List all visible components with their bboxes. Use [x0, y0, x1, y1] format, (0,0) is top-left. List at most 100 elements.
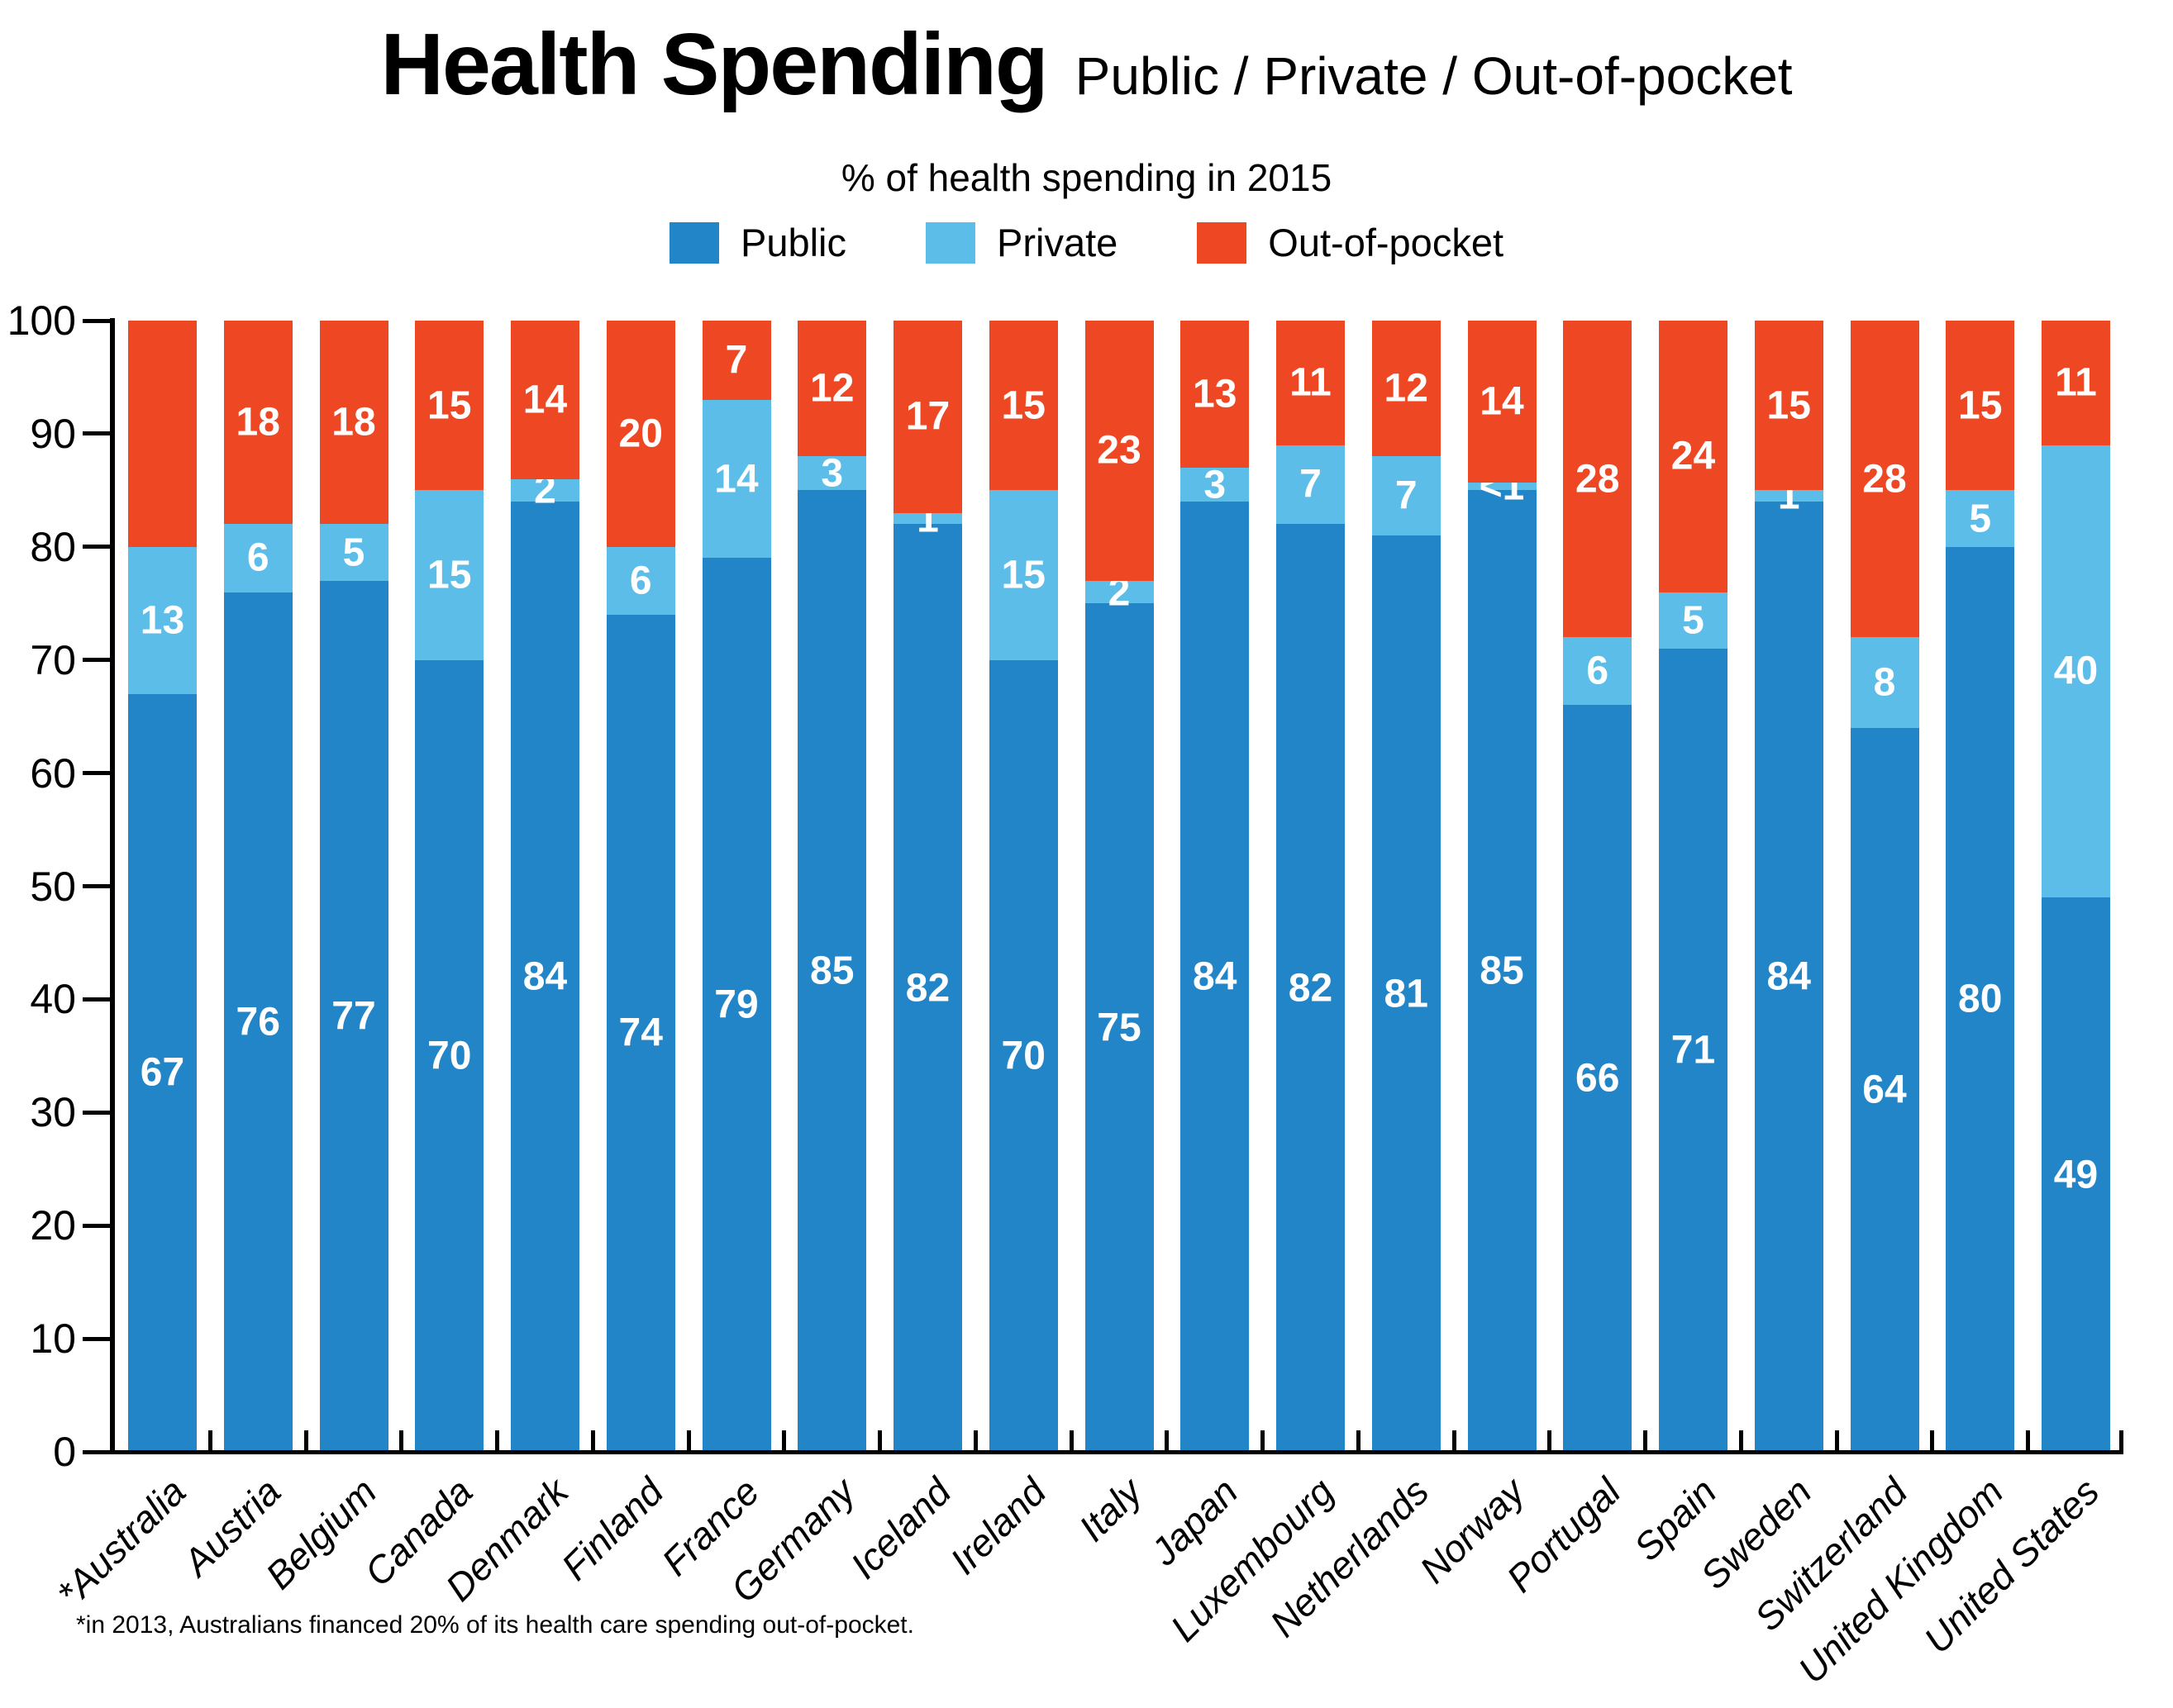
bar-value-label: 11 — [1289, 360, 1332, 405]
bar-segment-out-of-pocket: 18 — [223, 321, 293, 525]
bar-segment-out-of-pocket: 13 — [1180, 321, 1250, 468]
y-axis-tick-label: 0 — [53, 1429, 76, 1475]
bar-value-label: 28 — [1862, 457, 1907, 502]
x-axis-tick — [1643, 1430, 1647, 1452]
bar-segment-private: <1 — [1467, 464, 1537, 508]
bar-value-label: 84 — [1193, 954, 1237, 999]
bar-value-label: 15 — [1001, 553, 1046, 597]
bar-segment-out-of-pocket: 18 — [319, 321, 388, 525]
bar-segment-out-of-pocket: 12 — [1371, 321, 1441, 457]
x-axis-tick — [1930, 1430, 1935, 1452]
bar-value-label: 66 — [1575, 1056, 1620, 1101]
y-axis-tick-label: 30 — [30, 1089, 76, 1136]
y-axis-tick-label: 70 — [30, 636, 76, 683]
bar-value-label: 28 — [1575, 457, 1620, 502]
bar-segment-public: 74 — [606, 614, 675, 1452]
y-axis-tick — [83, 431, 111, 436]
bar-segment-public: 77 — [319, 580, 388, 1452]
x-axis-tick — [1069, 1430, 1074, 1452]
y-axis-tick — [83, 771, 111, 776]
bar-segment-public: 67 — [128, 693, 197, 1452]
chart-inline-subtitle: Public / Private / Out-of-pocket — [1075, 46, 1793, 106]
bar-segment-private: 1 — [894, 497, 962, 540]
bar-value-label: 85 — [1480, 949, 1524, 993]
bar-value-label: 75 — [1097, 1006, 1141, 1050]
bar-value-label: 5 — [1969, 497, 1992, 541]
bar-value-label: 15 — [1958, 383, 2003, 428]
x-axis-tick — [782, 1430, 787, 1452]
bar-value-label: 77 — [331, 994, 376, 1039]
bar-segment-public: 81 — [1371, 535, 1441, 1452]
bar-segment-out-of-pocket: 11 — [1276, 321, 1345, 445]
bar-segment-out-of-pocket: 15 — [1946, 321, 2015, 491]
bar-value-label: 11 — [2055, 360, 2097, 405]
bar-segment-public: 82 — [894, 524, 962, 1452]
legend-label-public: Public — [740, 221, 846, 264]
y-axis-tick — [83, 318, 111, 323]
bar-value-label: 6 — [629, 559, 652, 603]
legend-item-out-of-pocket: Out-of-pocket — [1197, 220, 1503, 265]
bar-value-label: 7 — [725, 338, 748, 383]
y-axis-tick — [83, 997, 111, 1001]
legend-label-private: Private — [997, 221, 1118, 264]
bar-value-label: 74 — [618, 1011, 663, 1055]
bar-value-label: 14 — [522, 378, 568, 422]
bar-value-label: 17 — [905, 394, 951, 439]
y-axis-tick-label: 100 — [7, 297, 76, 344]
bar-value-label: 3 — [1203, 463, 1227, 507]
x-axis-tick — [1834, 1430, 1839, 1452]
chart-subtitle: % of health spending in 2015 — [841, 156, 1332, 199]
legend-swatch-out-of-pocket — [1197, 221, 1247, 264]
chart-title-row: Health Spending Public / Private / Out-of… — [0, 15, 2173, 115]
bar-segment-out-of-pocket: 15 — [1754, 321, 1823, 491]
bar-value-label: 84 — [522, 954, 568, 999]
bar-segment-out-of-pocket: 15 — [415, 321, 484, 491]
bar-segment-out-of-pocket: 15 — [989, 321, 1058, 491]
x-axis-tick — [1165, 1430, 1170, 1452]
y-axis-tick — [83, 1110, 111, 1115]
bar-value-label: 85 — [810, 949, 855, 993]
bar-value-label: 8 — [1873, 660, 1896, 705]
chart-title: Health Spending — [380, 16, 1048, 113]
bar-segment-public: 84 — [511, 502, 579, 1452]
bar-segment-private: 8 — [1850, 637, 1919, 728]
bar-segment-out-of-pocket: 7 — [702, 321, 771, 400]
bar-segment-private: 3 — [1180, 463, 1250, 507]
bar-segment-private: 15 — [989, 490, 1058, 660]
bar-value-label: 7 — [1299, 462, 1322, 507]
x-axis-tick — [2026, 1430, 2030, 1452]
bar-segment-public: 84 — [1754, 502, 1823, 1452]
bar-value-label: 6 — [1586, 649, 1609, 693]
bar-segment-out-of-pocket: 28 — [1850, 321, 1919, 638]
bar-segment-out-of-pocket: 28 — [1563, 321, 1632, 638]
bar-segment-out-of-pocket: 17 — [894, 321, 962, 513]
bar-segment-out-of-pocket: 23 — [1084, 321, 1154, 581]
bar-value-label: 23 — [1097, 428, 1141, 473]
y-axis-tick-label: 90 — [30, 410, 76, 457]
x-axis-tick — [303, 1430, 308, 1452]
footnote: *in 2013, Australians financed 20% of it… — [76, 1611, 914, 1639]
y-axis-tick-label: 60 — [30, 749, 76, 797]
bar-segment-public: 85 — [798, 490, 867, 1452]
bar-value-label: 49 — [2053, 1153, 2099, 1197]
bar-value-label: 7 — [1394, 473, 1418, 518]
x-axis-tick — [1547, 1430, 1552, 1452]
bar-segment-out-of-pocket: 11 — [2042, 321, 2110, 445]
bar-segment-public: 49 — [2042, 897, 2110, 1452]
bar-value-label: 6 — [246, 535, 269, 580]
legend: Public Private Out-of-pocket — [0, 220, 2173, 265]
x-axis-tick — [1738, 1430, 1743, 1452]
legend-swatch-public — [669, 221, 719, 264]
bar-value-label: 5 — [1682, 598, 1704, 643]
bar-segment-public: 70 — [989, 659, 1058, 1452]
bar-segment-public: 79 — [702, 558, 771, 1452]
bar-value-label: 76 — [236, 1000, 280, 1044]
bar-value-label: 15 — [427, 553, 472, 597]
x-axis-tick — [878, 1430, 882, 1452]
bar-value-label: 71 — [1670, 1028, 1716, 1073]
bar-segment-public: 80 — [1946, 546, 2015, 1452]
bar-value-label: 12 — [1384, 366, 1428, 411]
bar-segment-private: 14 — [702, 399, 771, 559]
bar-value-label: 40 — [2053, 649, 2099, 693]
